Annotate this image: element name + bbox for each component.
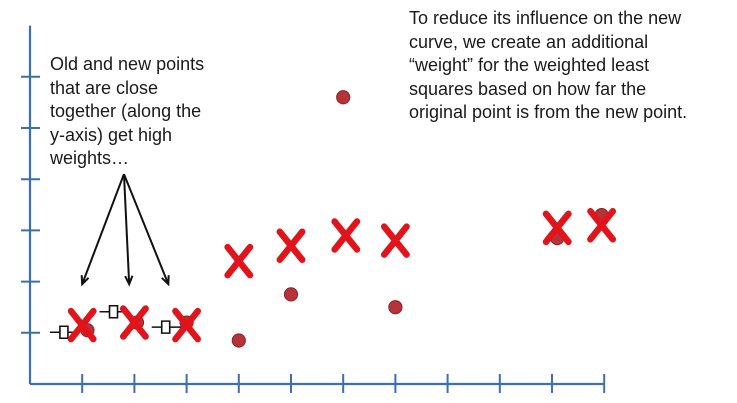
axes bbox=[21, 25, 606, 393]
annotation-close-points: Old and new points that are close togeth… bbox=[50, 54, 205, 168]
arrow-line bbox=[81, 173, 125, 285]
annotation-reduce-influence: To reduce its influence on the new curve… bbox=[409, 8, 688, 122]
original-point bbox=[283, 287, 299, 302]
arrow-head bbox=[124, 275, 134, 287]
new-points bbox=[67, 208, 617, 343]
new-point-x-marker bbox=[172, 307, 202, 343]
new-point-x-marker bbox=[67, 307, 97, 343]
new-point-x-marker bbox=[224, 243, 254, 279]
weight-symbol-icon bbox=[151, 320, 182, 334]
new-point-x-marker bbox=[119, 305, 149, 340]
new-point-x-marker bbox=[331, 218, 361, 253]
arrow-head bbox=[161, 275, 170, 287]
arrow-line bbox=[123, 173, 170, 285]
arrow-head bbox=[80, 275, 90, 287]
arrow-line bbox=[122, 174, 131, 285]
weight-symbols bbox=[49, 304, 182, 340]
new-point-x-marker bbox=[542, 210, 572, 246]
new-point-x-marker bbox=[380, 223, 410, 258]
weight-arrows bbox=[80, 173, 170, 287]
new-point-x-marker bbox=[587, 208, 617, 243]
original-point bbox=[388, 300, 403, 315]
original-point bbox=[336, 90, 351, 105]
original-point bbox=[231, 333, 246, 348]
new-point-x-marker bbox=[276, 228, 306, 264]
